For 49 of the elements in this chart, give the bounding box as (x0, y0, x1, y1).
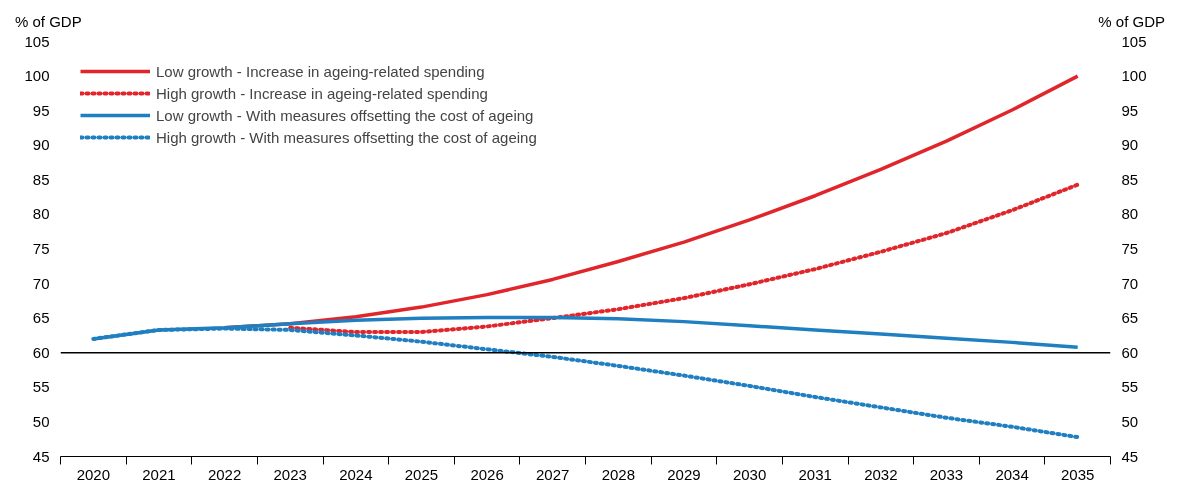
y2-tick-label: 50 (1121, 412, 1139, 430)
legend-label: Low growth - Increase in ageing-related spending (156, 62, 485, 80)
y2label: % of GDP (1098, 12, 1165, 32)
y2-tick-label: 95 (1121, 101, 1139, 119)
y2-tick-label: 45 (1121, 447, 1139, 465)
y-tick-label: 75 (32, 240, 50, 257)
y-tick-label: 50 (32, 412, 50, 430)
y-tick-label: 95 (32, 101, 50, 119)
ylabel: % of GDP (15, 12, 82, 32)
y2-tick-label: 100 (1121, 67, 1147, 85)
y-tick-label: 70 (32, 274, 50, 292)
y2-tick-label: 105 (1121, 32, 1147, 50)
y2-tick-label: 85 (1121, 170, 1139, 188)
y2-tick-label: 75 (1121, 240, 1139, 257)
legend-label: High growth - With measures offsetting the cost of ageing (156, 128, 537, 146)
y-tick-label: 80 (32, 205, 50, 223)
y-tick-label: 90 (32, 136, 50, 154)
y-tick-label: 85 (32, 170, 50, 188)
x-tick-label: 2024 (339, 465, 373, 483)
x-tick-label: 2021 (142, 465, 176, 483)
y2-tick-label: 55 (1121, 378, 1139, 396)
x-tick-label: 2027 (536, 465, 570, 483)
y2-tick-label: 70 (1121, 274, 1139, 292)
y-tick-label: 65 (32, 309, 50, 327)
x-tick-label: 2035 (1061, 465, 1095, 483)
legend-label: High growth - Increase in ageing-related spending (156, 84, 488, 102)
x-tick-label: 2026 (470, 465, 504, 483)
x-tick-label: 2023 (273, 465, 307, 483)
line-series (288, 182, 1080, 334)
y-tick-label: 55 (32, 378, 50, 396)
x-tick-label: 2034 (995, 465, 1029, 483)
y2-tick-label: 90 (1121, 136, 1139, 154)
y-tick-label: 45 (32, 447, 50, 465)
legend-label: Low growth - With measures offsetting the cost of ageing (156, 106, 534, 124)
y-tick-label: 60 (32, 343, 50, 361)
x-tick-label: 2032 (864, 465, 898, 483)
y2-tick-label: 60 (1121, 343, 1139, 361)
y2-tick-label: 65 (1121, 309, 1139, 327)
x-tick-label: 2029 (667, 465, 701, 483)
y-tick-label: 100 (24, 67, 50, 85)
x-tick-label: 2033 (929, 465, 964, 483)
x-tick-label: 2020 (76, 465, 110, 483)
x-tick-label: 2025 (404, 465, 439, 483)
x-tick-label: 2028 (601, 465, 635, 483)
x-tick-label: 2030 (732, 465, 767, 483)
y-tick-label: 105 (24, 32, 50, 50)
x-tick-label: 2031 (798, 465, 832, 483)
x-tick-label: 2022 (207, 465, 242, 483)
y2-tick-label: 80 (1121, 205, 1139, 223)
